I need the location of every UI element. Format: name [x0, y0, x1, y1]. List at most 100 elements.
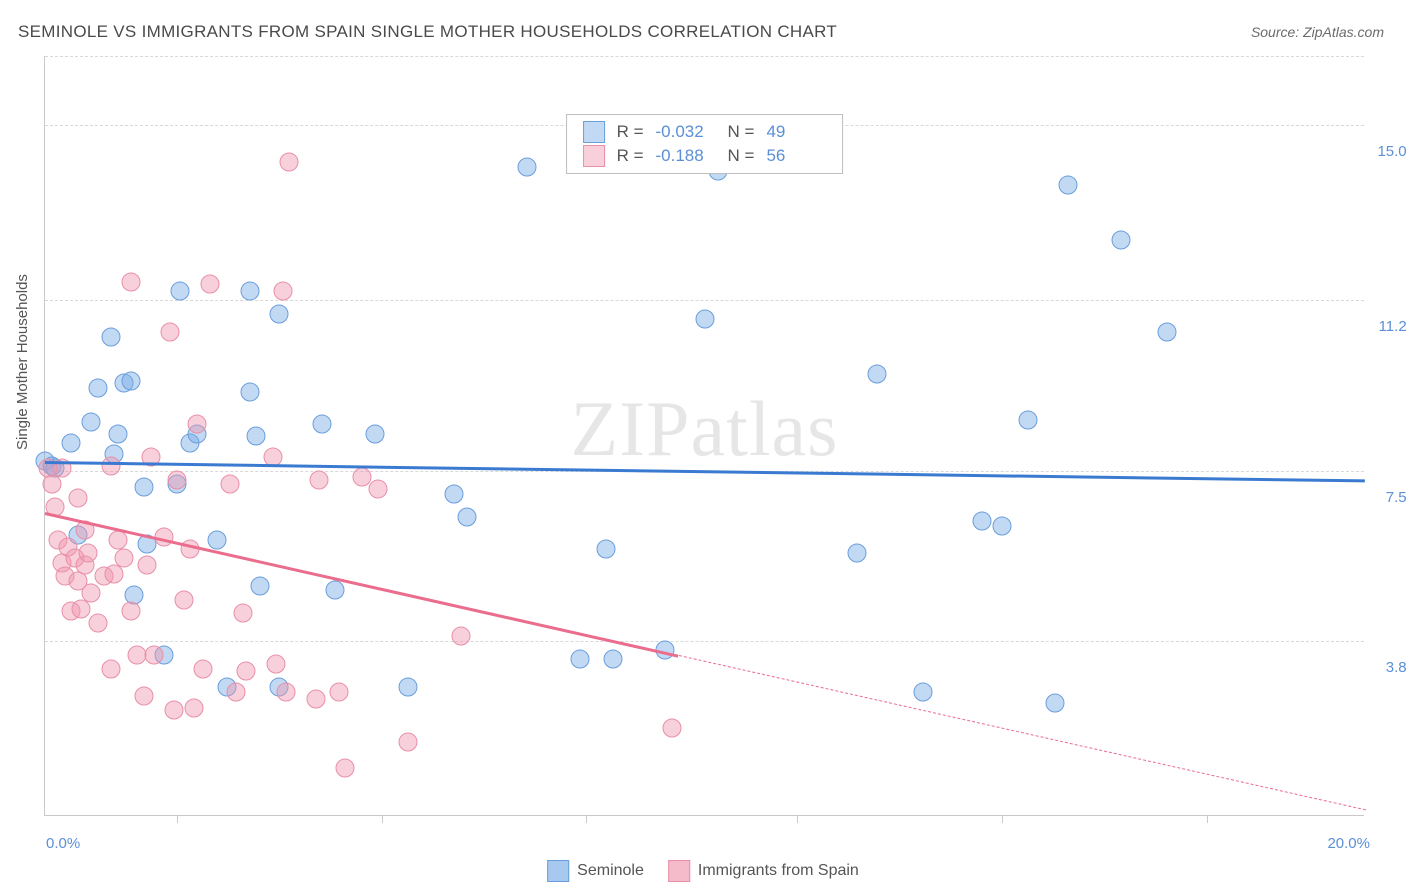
data-point [1059, 175, 1078, 194]
data-point [234, 604, 253, 623]
data-point [227, 682, 246, 701]
data-point [72, 599, 91, 618]
data-point [597, 539, 616, 558]
data-point [867, 364, 886, 383]
data-point [102, 659, 121, 678]
legend-swatch [583, 145, 605, 167]
series-legend-item: Immigrants from Spain [668, 860, 859, 882]
x-tick [1207, 815, 1208, 823]
data-point [1111, 231, 1130, 250]
y-tick-label: 7.5% [1370, 489, 1406, 506]
data-point [78, 544, 97, 563]
data-point [174, 590, 193, 609]
x-tick [382, 815, 383, 823]
data-point [250, 576, 269, 595]
trend-line [678, 655, 1365, 810]
data-point [306, 689, 325, 708]
data-point [121, 371, 140, 390]
data-point [144, 645, 163, 664]
data-point [273, 281, 292, 300]
watermark-logo: ZIPatlas [571, 383, 839, 473]
chart-title: SEMINOLE VS IMMIGRANTS FROM SPAIN SINGLE… [18, 22, 837, 42]
data-point [69, 489, 88, 508]
data-point [138, 555, 157, 574]
data-point [88, 378, 107, 397]
x-tick [797, 815, 798, 823]
data-point [913, 682, 932, 701]
y-axis-label: Single Mother Households [14, 274, 31, 450]
data-point [88, 613, 107, 632]
gridline [45, 56, 1364, 57]
plot-area: ZIPatlas R = -0.032 N = 49R = -0.188 N =… [44, 56, 1364, 816]
gridline [45, 641, 1364, 642]
legend-n-label: N = [728, 146, 755, 166]
data-point [267, 655, 286, 674]
series-legend-label: Seminole [577, 862, 644, 880]
data-point [42, 475, 61, 494]
data-point [696, 309, 715, 328]
data-point [237, 661, 256, 680]
data-point [329, 682, 348, 701]
data-point [326, 581, 345, 600]
legend-swatch [583, 121, 605, 143]
data-point [336, 758, 355, 777]
data-point [115, 549, 134, 568]
chart-container: SEMINOLE VS IMMIGRANTS FROM SPAIN SINGLE… [0, 0, 1406, 892]
data-point [570, 650, 589, 669]
data-point [121, 272, 140, 291]
data-point [108, 424, 127, 443]
x-tick [1002, 815, 1003, 823]
data-point [973, 512, 992, 531]
legend-r-label: R = [617, 146, 644, 166]
legend-row: R = -0.032 N = 49 [583, 121, 827, 143]
data-point [240, 281, 259, 300]
data-point [184, 698, 203, 717]
legend-swatch [547, 860, 569, 882]
data-point [603, 650, 622, 669]
data-point [451, 627, 470, 646]
data-point [366, 424, 385, 443]
legend-r-label: R = [617, 122, 644, 142]
data-point [135, 477, 154, 496]
data-point [171, 281, 190, 300]
x-tick [177, 815, 178, 823]
gridline [45, 300, 1364, 301]
data-point [102, 327, 121, 346]
data-point [276, 682, 295, 701]
legend-r-value: -0.188 [656, 146, 716, 166]
series-legend-label: Immigrants from Spain [698, 862, 859, 880]
data-point [82, 413, 101, 432]
data-point [207, 530, 226, 549]
correlation-legend: R = -0.032 N = 49R = -0.188 N = 56 [566, 114, 844, 174]
data-point [161, 323, 180, 342]
data-point [1158, 323, 1177, 342]
legend-n-value: 56 [766, 146, 826, 166]
data-point [270, 304, 289, 323]
series-legend-item: Seminole [547, 860, 644, 882]
x-axis-min-label: 0.0% [46, 835, 80, 852]
y-tick-label: 15.0% [1370, 143, 1406, 160]
data-point [187, 415, 206, 434]
data-point [240, 383, 259, 402]
data-point [194, 659, 213, 678]
data-point [135, 687, 154, 706]
data-point [1045, 694, 1064, 713]
series-legend: Seminole Immigrants from Spain [547, 860, 859, 882]
data-point [121, 602, 140, 621]
data-point [62, 433, 81, 452]
data-point [369, 479, 388, 498]
data-point [105, 565, 124, 584]
data-point [168, 470, 187, 489]
data-point [164, 701, 183, 720]
data-point [280, 152, 299, 171]
legend-n-label: N = [728, 122, 755, 142]
data-point [399, 733, 418, 752]
data-point [201, 275, 220, 294]
data-point [458, 507, 477, 526]
x-tick [586, 815, 587, 823]
data-point [220, 475, 239, 494]
data-point [399, 678, 418, 697]
data-point [445, 484, 464, 503]
data-point [82, 583, 101, 602]
data-point [517, 157, 536, 176]
